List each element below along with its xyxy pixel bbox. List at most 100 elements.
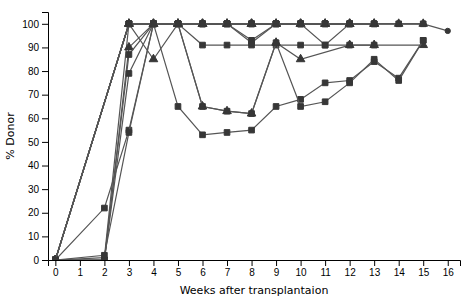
x-tick-mark [80, 260, 81, 266]
data-point [102, 205, 108, 211]
y-tick-label: 80 [28, 66, 40, 77]
data-point [322, 42, 328, 48]
data-point [347, 21, 353, 27]
data-point [272, 19, 281, 26]
data-point [345, 19, 354, 26]
series [53, 21, 377, 260]
data-point [321, 19, 330, 26]
data-point [151, 21, 157, 27]
data-point [125, 19, 134, 26]
data-point [174, 19, 183, 26]
x-tick-mark [252, 260, 253, 266]
data-point [322, 80, 328, 86]
data-point [273, 21, 279, 27]
data-point [198, 19, 207, 26]
x-tick: 5 [176, 260, 182, 278]
data-point [420, 38, 426, 44]
data-point [149, 19, 158, 26]
x-tick: 14 [394, 260, 406, 278]
x-tick: 3 [127, 260, 133, 278]
data-point [151, 21, 157, 27]
x-tick-label: 15 [418, 267, 430, 278]
data-point [200, 21, 206, 27]
y-tick: 90 [28, 42, 48, 53]
y-tick-label: 10 [28, 231, 40, 242]
series [53, 21, 377, 260]
data-point [273, 21, 279, 27]
data-point [370, 40, 379, 47]
data-point [175, 21, 181, 27]
data-point [298, 21, 304, 27]
data-point [175, 21, 181, 27]
data-point [296, 19, 305, 26]
data-point [53, 257, 59, 260]
data-point [200, 21, 206, 27]
data-point [149, 54, 158, 61]
x-tick: 0 [53, 260, 59, 278]
data-point [371, 21, 377, 27]
data-point [175, 21, 180, 26]
x-tick: 1 [78, 260, 84, 278]
y-tick-label: 100 [22, 19, 39, 30]
series-line [55, 24, 423, 260]
data-point [174, 19, 183, 26]
chart-container: 0123456789101112131415160102030405060708… [0, 0, 474, 300]
data-point [347, 21, 353, 27]
data-point [247, 109, 256, 116]
y-tick: 10 [28, 231, 48, 242]
series [51, 19, 427, 260]
x-tick: 16 [443, 260, 455, 278]
data-point [126, 130, 132, 136]
data-point [272, 38, 281, 45]
data-point [151, 21, 157, 27]
data-point [322, 42, 328, 48]
data-point [273, 21, 279, 27]
x-tick-mark [227, 260, 228, 266]
x-tick-label: 4 [151, 267, 157, 278]
data-point [249, 42, 255, 48]
data-point [347, 21, 353, 27]
data-point [249, 21, 254, 26]
data-point [298, 21, 304, 27]
data-point [396, 78, 402, 84]
x-tick-mark [350, 260, 351, 266]
y-tick: 40 [28, 160, 48, 171]
data-point [223, 19, 232, 26]
y-tick: 50 [28, 137, 48, 148]
data-point [420, 38, 426, 44]
x-tick: 8 [249, 260, 255, 278]
y-tick-label: 30 [28, 184, 40, 195]
data-point [175, 21, 181, 27]
data-point [223, 19, 232, 26]
data-point [419, 19, 428, 26]
data-point [296, 19, 305, 26]
data-point [273, 21, 279, 27]
data-point [200, 104, 206, 110]
data-point [321, 19, 330, 26]
data-point [273, 21, 278, 26]
y-tick: 80 [28, 66, 48, 77]
data-point [224, 21, 230, 27]
x-tick-label: 3 [127, 267, 133, 278]
data-point [298, 21, 304, 27]
data-point [298, 21, 304, 27]
x-tick-label: 1 [78, 267, 84, 278]
data-point [200, 21, 206, 27]
y-tick-label: 60 [28, 113, 40, 124]
y-tick-mark [42, 236, 48, 237]
data-point [149, 19, 158, 26]
data-point [247, 19, 256, 26]
series [53, 21, 427, 260]
data-point [126, 21, 132, 27]
data-point [53, 257, 58, 260]
y-tick-mark [42, 118, 48, 119]
x-tick-mark [178, 260, 179, 266]
y-tick-label: 0 [33, 255, 39, 266]
data-point [224, 130, 230, 136]
data-point [53, 257, 59, 260]
data-point [394, 19, 403, 26]
y-tick: 20 [28, 207, 48, 218]
series-line [55, 24, 423, 260]
data-point [151, 21, 157, 27]
x-tick-mark [276, 260, 277, 266]
